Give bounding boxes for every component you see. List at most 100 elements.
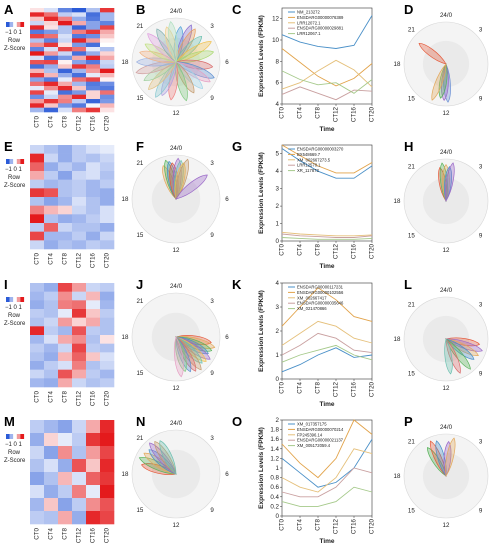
x-tick-label: CT20: [369, 381, 376, 397]
heatmap-col-label: CT4: [48, 390, 55, 402]
panel-letter-line: O: [232, 414, 242, 429]
heatmap-col-label: CT12: [76, 115, 83, 131]
heatmap-cell: [100, 51, 115, 56]
heatmap-col-label: CT4: [48, 115, 55, 127]
heatmap-cell: [30, 433, 45, 447]
heatmap-cell: [100, 94, 115, 100]
heatmap-cell: [100, 21, 115, 26]
clock-label: 15: [408, 371, 415, 378]
heatmap-cell: [86, 309, 101, 318]
heatmap-cell: [100, 511, 115, 525]
heatmap-cell: [44, 326, 59, 336]
x-tick-label: CT16: [351, 518, 358, 534]
heatmap-cell: [100, 34, 115, 39]
x-tick-label: CT16: [351, 106, 358, 122]
heatmap-cell: [100, 472, 115, 486]
phase-petal: [418, 42, 447, 65]
zscore-scale-ticks: −1 0 1: [5, 442, 23, 448]
legend-entry: XM_021470866: [297, 306, 327, 311]
row-4: M CT0 CT4 CT8 CT12 CT16 CT20 −1 0 1 Row Z-Score N 2…: [4, 414, 489, 545]
x-axis-label: Time: [319, 538, 334, 545]
heatmap-cell: [58, 223, 73, 232]
heatmap-cell: [58, 485, 73, 499]
zscore-scale-ticks: −1 0 1: [5, 167, 23, 173]
heatmap-cell: [30, 231, 45, 241]
clock-label: 24/0: [170, 420, 183, 427]
heatmap-cell: [100, 38, 115, 43]
panel-letter-radial: B: [136, 2, 145, 17]
heatmap-cell: [44, 38, 59, 43]
heatmap-cell: [44, 94, 59, 100]
heatmap-col-label: CT0: [34, 390, 41, 402]
clock-label: 9: [210, 370, 214, 377]
phase-petal: [175, 41, 212, 63]
heatmap-cell: [72, 81, 87, 87]
phase-petal: [443, 166, 452, 202]
heatmap-cell: [86, 420, 101, 434]
heatmap-cell: [30, 335, 45, 344]
heatmap-cell: [44, 378, 59, 388]
clock-label: 21: [408, 301, 415, 308]
heatmap-col-label: CT12: [76, 527, 83, 543]
heatmap-cell: [58, 90, 73, 95]
y-tick-label: 10: [272, 37, 279, 44]
row-2: E CT0 CT4 CT8 CT12 CT16 CT20 −1 0 1 Row Z-Score F 2…: [4, 139, 489, 270]
legend-entry: ENSDARG00000070214: [297, 427, 344, 432]
x-tick-label: CT12: [333, 243, 340, 259]
zscore-scale-swatch: [6, 159, 10, 164]
heatmap-cell: [100, 162, 115, 172]
heatmap-col-label: CT16: [90, 252, 97, 268]
heatmap-cell: [72, 90, 87, 95]
heatmap-cell: [86, 326, 101, 336]
heatmap-cell: [44, 64, 59, 69]
heatmap-cell: [72, 47, 87, 52]
clock-label: 21: [136, 298, 143, 305]
phase-petal: [443, 63, 451, 103]
y-tick-label: 1.2: [270, 455, 279, 462]
heatmap-cell: [58, 433, 73, 447]
series-line: [281, 233, 373, 238]
heatmap-cell: [72, 107, 87, 113]
heatmap-cell: [30, 472, 45, 486]
series-line: [281, 231, 373, 237]
clock-label: 3: [479, 163, 483, 170]
heatmap-cell: [86, 188, 101, 198]
series-line: [281, 287, 373, 327]
heatmap-cell: [44, 25, 59, 30]
heatmap-cell: [100, 153, 115, 163]
heatmap-cell: [72, 162, 87, 172]
heatmap-cell: [86, 90, 101, 95]
clock-label: 3: [210, 298, 214, 305]
heatmap-cell: [30, 25, 45, 30]
clock-label: 9: [210, 232, 214, 239]
heatmap-cell: [30, 171, 45, 180]
phase-petal: [445, 162, 455, 202]
heatmap-cell: [58, 94, 73, 100]
heatmap-cell: [86, 291, 101, 301]
clock-label: 18: [122, 471, 129, 478]
heatmap-cell: [86, 16, 101, 22]
heatmap-cell: [86, 240, 101, 250]
heatmap-cell: [58, 472, 73, 486]
y-tick-label: 1: [276, 221, 280, 228]
phase-petal: [144, 43, 177, 63]
heatmap-cell: [58, 60, 73, 65]
heatmap-cell: [58, 86, 73, 91]
heatmap-cell: [58, 309, 73, 318]
heatmap-cell: [72, 55, 87, 61]
heatmap-cell: [30, 361, 45, 370]
x-tick-label: CT12: [333, 106, 340, 122]
phase-petal: [441, 63, 449, 101]
heatmap-cell: [86, 34, 101, 39]
clock-label: 12: [173, 385, 180, 392]
zscore-scale-swatch: [16, 297, 21, 302]
heatmap-cell: [86, 8, 101, 13]
heatmap-cell: [72, 472, 87, 486]
heatmap-cell: [44, 77, 59, 82]
heatmap-cell: [44, 317, 59, 327]
radial-plot: F 24/0 3 6 9 12 15 18 21: [122, 139, 230, 254]
y-tick-label: 0.2: [270, 503, 279, 510]
heatmap-cell: [44, 103, 59, 108]
heatmap-cell: [86, 459, 101, 473]
